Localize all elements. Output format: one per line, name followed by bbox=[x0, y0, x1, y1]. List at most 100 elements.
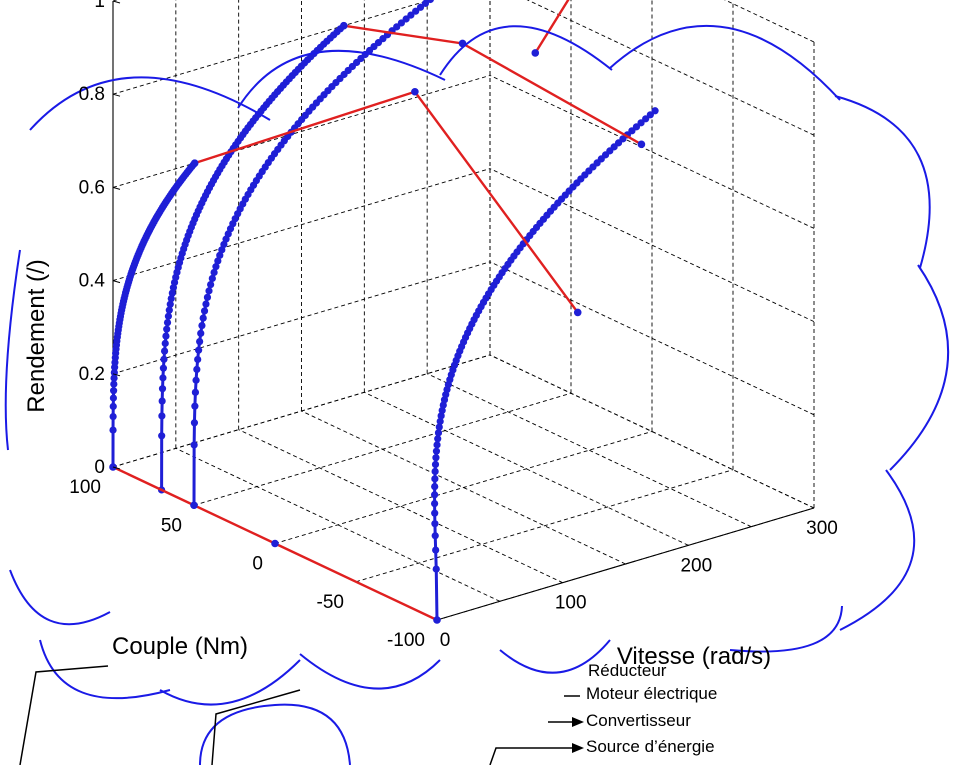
curve-point bbox=[190, 419, 199, 427]
efficiency-curve bbox=[109, 159, 199, 471]
curve-point bbox=[199, 314, 207, 322]
x-tick-label: 200 bbox=[680, 555, 712, 576]
y-tick-label: -50 bbox=[317, 592, 344, 613]
cloud-arc bbox=[609, 24, 841, 101]
cloud-arc bbox=[29, 76, 271, 131]
cloud-arc bbox=[299, 653, 441, 690]
curve-point bbox=[205, 287, 213, 295]
link-point bbox=[271, 539, 279, 548]
efficiency-curve bbox=[430, 107, 659, 624]
annotation-convertisseur: Convertisseur bbox=[586, 711, 691, 730]
floor-grid-line bbox=[355, 469, 734, 583]
curve-point bbox=[432, 546, 440, 554]
curve-point bbox=[218, 246, 226, 254]
x-tick-label: 300 bbox=[806, 518, 838, 539]
side-grid-line bbox=[489, 168, 815, 323]
z-tick-mark bbox=[112, 186, 121, 190]
curve-point bbox=[436, 417, 444, 425]
curve-point bbox=[167, 294, 175, 303]
efficiency-curves bbox=[109, 0, 659, 624]
curve-point bbox=[161, 339, 169, 347]
curve-point bbox=[216, 251, 224, 259]
z-tick-mark bbox=[112, 466, 121, 470]
cloud-arc bbox=[834, 95, 931, 269]
curve-point bbox=[109, 394, 118, 402]
curve-point bbox=[431, 475, 439, 483]
z-tick-mark bbox=[112, 373, 121, 377]
curve-point bbox=[192, 376, 200, 384]
side-grid-line bbox=[489, 354, 815, 509]
curve-point bbox=[166, 300, 174, 308]
z-tick-label: 0.8 bbox=[79, 84, 105, 105]
curve-point bbox=[163, 325, 171, 333]
curve-point bbox=[210, 268, 218, 277]
z-tick-mark bbox=[112, 0, 121, 4]
y-tick-label: 0 bbox=[252, 554, 263, 575]
curve-point bbox=[202, 300, 210, 308]
curve-point bbox=[432, 447, 441, 455]
curve-point bbox=[433, 441, 441, 449]
cloud-arc bbox=[729, 605, 843, 653]
curve-point bbox=[109, 426, 117, 434]
side-grid-line bbox=[724, 0, 815, 43]
curve-point bbox=[421, 0, 430, 7]
link-line bbox=[534, 0, 570, 54]
cloud-overlays bbox=[4, 24, 950, 766]
curve-point bbox=[432, 454, 440, 462]
curve-point bbox=[397, 19, 405, 27]
z-tick-mark bbox=[112, 93, 121, 97]
curve-point bbox=[412, 7, 420, 15]
cloud-arc bbox=[439, 25, 613, 76]
x-tick-label: 100 bbox=[555, 593, 587, 614]
curve-point bbox=[431, 509, 439, 517]
curve-point bbox=[430, 499, 439, 508]
curve-point bbox=[208, 274, 216, 283]
annotation-arrows bbox=[19, 665, 584, 766]
curve-point bbox=[110, 380, 118, 388]
efficiency-curve bbox=[158, 22, 348, 494]
curve-point bbox=[191, 388, 200, 396]
curve-point bbox=[431, 482, 439, 491]
floor-grid-line bbox=[364, 391, 689, 546]
link-point bbox=[573, 308, 582, 317]
arrow-line bbox=[489, 747, 576, 766]
curve-point bbox=[402, 15, 410, 23]
curve-point bbox=[426, 0, 434, 4]
curve-point bbox=[431, 467, 439, 476]
floor-grid-line bbox=[426, 373, 752, 528]
y-tick-label: -100 bbox=[387, 630, 425, 651]
curve-point bbox=[407, 11, 415, 19]
curve-point bbox=[109, 412, 117, 421]
z-tick-label: 0.2 bbox=[79, 364, 105, 385]
back-grid-line bbox=[112, 0, 432, 95]
curve-point bbox=[416, 3, 425, 11]
z-tick-label: 0.6 bbox=[79, 177, 105, 198]
cloud-arc bbox=[4, 249, 21, 451]
curve-point bbox=[431, 460, 440, 469]
curve-point bbox=[160, 347, 169, 355]
link-point bbox=[190, 501, 198, 510]
link-line bbox=[343, 24, 642, 146]
curve-point bbox=[431, 520, 439, 528]
curve-point bbox=[437, 412, 445, 420]
curve-point bbox=[110, 374, 118, 382]
curve-point bbox=[164, 312, 172, 320]
curve-point bbox=[196, 337, 204, 346]
curve-point bbox=[435, 423, 443, 431]
z-tick-label: 0.4 bbox=[79, 271, 106, 292]
arrow-head bbox=[572, 743, 584, 753]
back-grid-line bbox=[112, 74, 491, 188]
cloud-arc bbox=[199, 703, 351, 766]
z-tick-label: 1 bbox=[94, 0, 105, 12]
cloud-arc bbox=[499, 639, 611, 674]
curve-point bbox=[203, 293, 212, 301]
curve-point bbox=[193, 365, 201, 373]
cloud-arc bbox=[839, 469, 916, 631]
curve-point bbox=[110, 387, 118, 395]
link-point bbox=[190, 159, 199, 167]
curve-point bbox=[109, 402, 117, 411]
curve-point bbox=[432, 565, 440, 573]
arrow-line bbox=[211, 689, 301, 766]
